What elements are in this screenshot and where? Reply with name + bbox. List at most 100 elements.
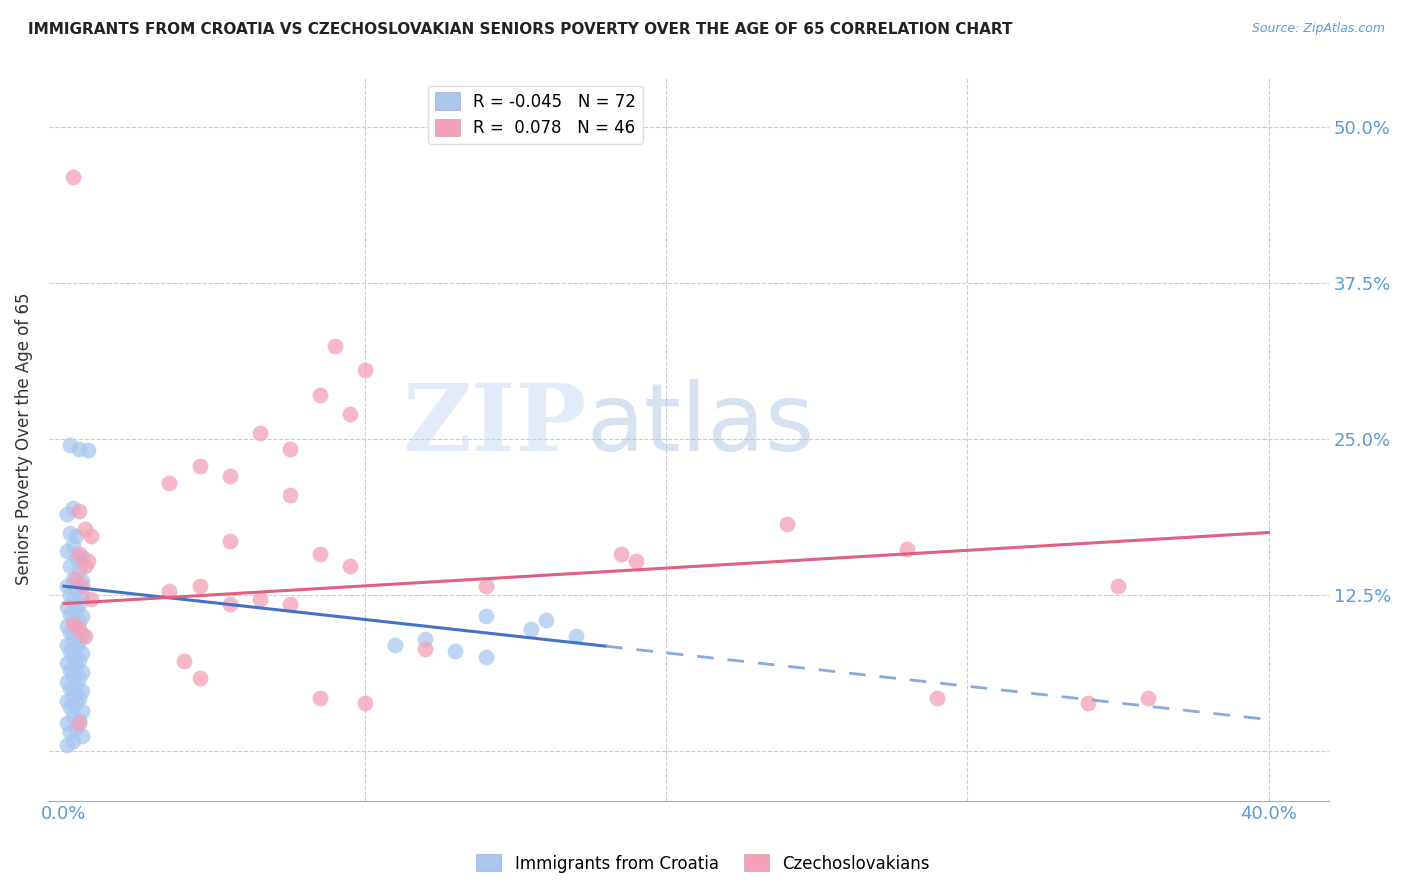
Point [67, 563, 90, 577]
Point [62, 650, 84, 665]
Point [59, 588, 82, 602]
Point [62, 613, 84, 627]
Point [59, 525, 82, 540]
Point [62, 688, 84, 702]
Point [70, 684, 93, 698]
Point [70, 647, 93, 661]
Point [70, 628, 93, 642]
Point [339, 407, 361, 421]
Legend: Immigrants from Croatia, Czechoslovakians: Immigrants from Croatia, Czechoslovakian… [470, 847, 936, 880]
Point [67, 442, 90, 456]
Point [278, 442, 301, 456]
Point [65, 529, 87, 543]
Point [70, 665, 93, 680]
Point [474, 609, 496, 624]
Point [56, 544, 79, 558]
Point [67, 634, 90, 648]
Point [56, 507, 79, 521]
Point [59, 559, 82, 574]
Point [62, 572, 84, 586]
Point [56, 579, 79, 593]
Point [77, 554, 100, 568]
Point [65, 582, 87, 596]
Point [309, 547, 332, 561]
Point [927, 691, 949, 706]
Text: atlas: atlas [586, 378, 814, 471]
Point [218, 597, 240, 611]
Point [56, 738, 79, 752]
Point [77, 443, 100, 458]
Point [65, 679, 87, 693]
Point [56, 657, 79, 671]
Point [67, 622, 90, 636]
Point [67, 691, 90, 706]
Point [65, 697, 87, 711]
Point [56, 675, 79, 690]
Point [65, 659, 87, 673]
Point [56, 638, 79, 652]
Point [65, 622, 87, 636]
Point [59, 607, 82, 621]
Point [70, 704, 93, 718]
Point [1137, 691, 1160, 706]
Point [62, 594, 84, 608]
Point [534, 613, 557, 627]
Point [59, 438, 82, 452]
Point [444, 644, 467, 658]
Point [1077, 697, 1099, 711]
Point [67, 547, 90, 561]
Point [384, 638, 406, 652]
Point [520, 622, 543, 636]
Point [67, 713, 90, 727]
Point [188, 459, 211, 474]
Point [415, 641, 437, 656]
Point [188, 579, 211, 593]
Point [56, 694, 79, 708]
Text: ZIP: ZIP [402, 380, 586, 469]
Point [75, 629, 97, 643]
Point [415, 632, 437, 646]
Point [610, 547, 633, 561]
Point [173, 654, 195, 668]
Point [339, 559, 361, 574]
Point [323, 338, 346, 352]
Point [624, 554, 647, 568]
Point [59, 663, 82, 677]
Point [776, 516, 799, 531]
Point [62, 669, 84, 683]
Point [80, 591, 103, 606]
Point [67, 504, 90, 518]
Point [65, 640, 87, 655]
Point [59, 725, 82, 739]
Point [65, 550, 87, 565]
Point [249, 425, 271, 440]
Point [70, 729, 93, 743]
Point [67, 672, 90, 686]
Point [62, 632, 84, 646]
Point [896, 541, 918, 556]
Point [218, 534, 240, 549]
Point [70, 550, 93, 565]
Text: Source: ZipAtlas.com: Source: ZipAtlas.com [1251, 22, 1385, 36]
Point [1107, 579, 1129, 593]
Point [474, 579, 496, 593]
Y-axis label: Seniors Poverty Over the Age of 65: Seniors Poverty Over the Age of 65 [15, 293, 32, 585]
Point [67, 716, 90, 731]
Point [309, 691, 332, 706]
Point [59, 700, 82, 714]
Point [65, 572, 87, 586]
Point [75, 559, 97, 574]
Point [159, 475, 181, 490]
Point [65, 721, 87, 735]
Point [249, 591, 271, 606]
Point [65, 601, 87, 615]
Point [70, 609, 93, 624]
Point [70, 574, 93, 589]
Point [62, 733, 84, 747]
Point [218, 469, 240, 483]
Point [474, 650, 496, 665]
Point [70, 579, 93, 593]
Point [309, 388, 332, 402]
Text: IMMIGRANTS FROM CROATIA VS CZECHOSLOVAKIAN SENIORS POVERTY OVER THE AGE OF 65 CO: IMMIGRANTS FROM CROATIA VS CZECHOSLOVAKI… [28, 22, 1012, 37]
Point [80, 529, 103, 543]
